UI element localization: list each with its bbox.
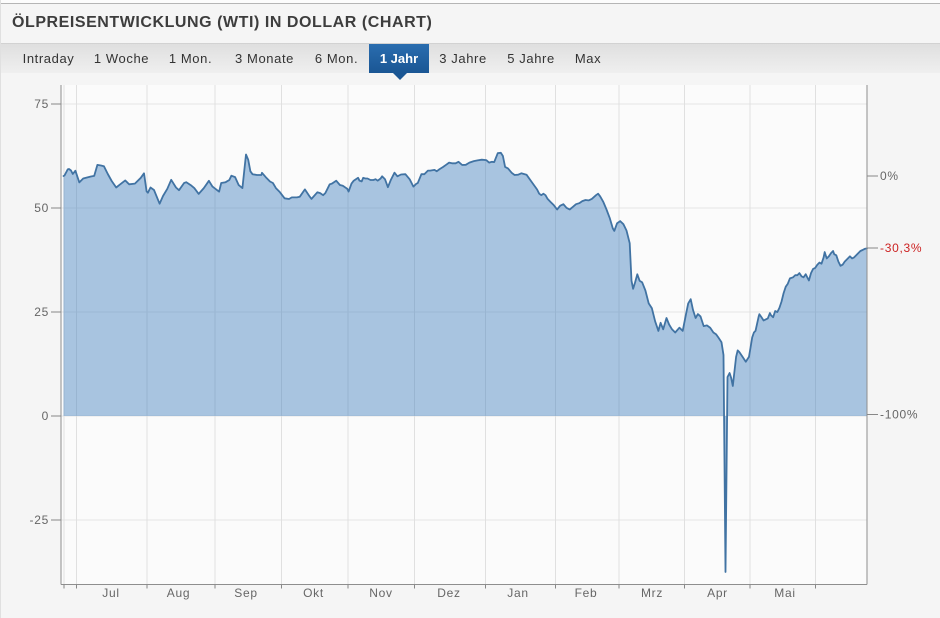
svg-text:Sep: Sep: [234, 586, 257, 600]
svg-text:50: 50: [34, 201, 49, 215]
svg-text:Dez: Dez: [437, 586, 460, 600]
svg-text:Jul: Jul: [102, 586, 119, 600]
svg-text:Okt: Okt: [303, 586, 324, 600]
svg-text:0: 0: [42, 409, 49, 423]
svg-text:Jan: Jan: [507, 586, 528, 600]
svg-text:-25: -25: [30, 513, 49, 527]
svg-text:-30,3%: -30,3%: [880, 241, 922, 255]
svg-text:Nov: Nov: [369, 586, 392, 600]
svg-text:Mai: Mai: [774, 586, 795, 600]
svg-text:0%: 0%: [880, 169, 899, 183]
svg-text:Feb: Feb: [575, 586, 598, 600]
svg-text:Aug: Aug: [167, 586, 190, 600]
svg-text:Mrz: Mrz: [641, 586, 663, 600]
svg-text:25: 25: [34, 305, 49, 319]
svg-text:-100%: -100%: [880, 408, 918, 422]
svg-text:75: 75: [34, 97, 49, 111]
svg-text:Apr: Apr: [707, 586, 728, 600]
